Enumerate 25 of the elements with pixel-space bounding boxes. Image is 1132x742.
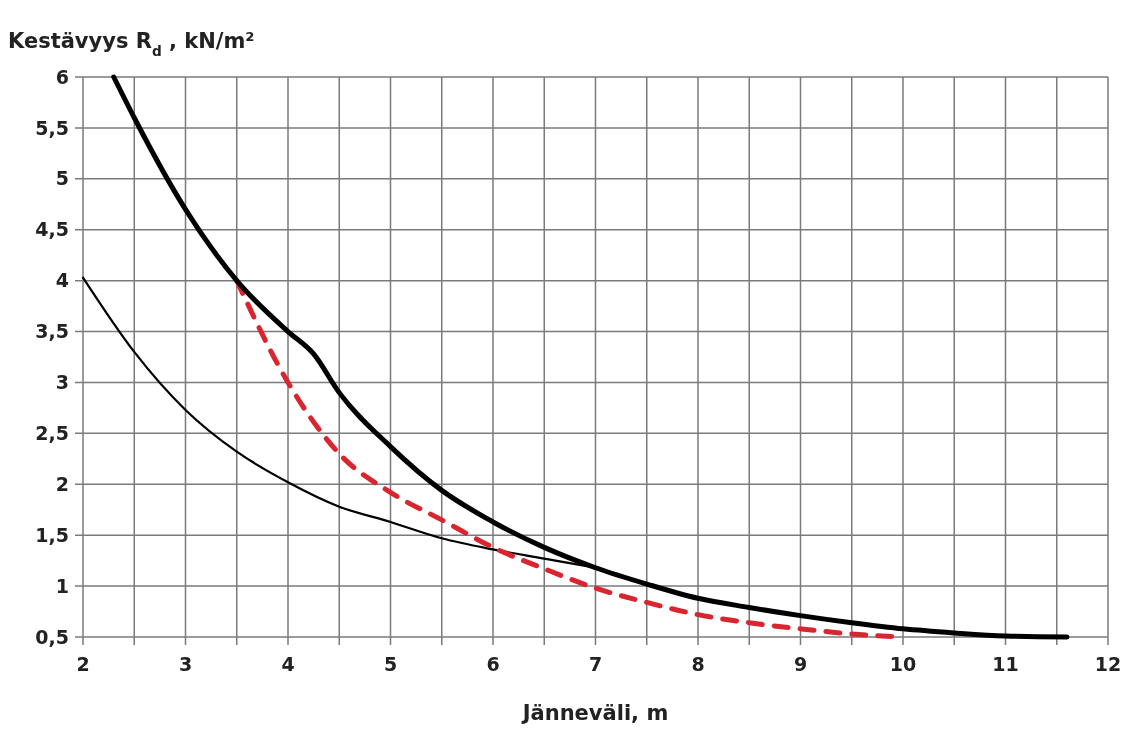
y-tick-label: 5 bbox=[55, 167, 69, 190]
x-tick-label: 3 bbox=[178, 653, 193, 675]
y-tick-label: 0,5 bbox=[35, 625, 69, 648]
x-tick-label: 11 bbox=[992, 653, 1019, 675]
x-axis-title: Jänneväli, m bbox=[520, 701, 669, 725]
x-tick-label: 4 bbox=[281, 653, 295, 675]
y-tick-label: 2 bbox=[55, 472, 69, 495]
y-tick-label: 4 bbox=[55, 269, 69, 292]
x-tick-label: 10 bbox=[889, 653, 917, 675]
x-tick-label: 8 bbox=[691, 653, 705, 675]
y-tick-label: 6 bbox=[55, 65, 69, 88]
y-tick-label: 1 bbox=[55, 574, 69, 597]
y-tick-label: 3,5 bbox=[35, 320, 69, 343]
y-tick-label: 2,5 bbox=[35, 422, 69, 445]
y-tick-label: 4,5 bbox=[35, 218, 69, 241]
y-tick-label: 5,5 bbox=[35, 116, 69, 139]
x-tick-label: 12 bbox=[1094, 653, 1122, 675]
y-tick-label: 3 bbox=[55, 371, 69, 394]
y-axis-title: Kestävyys R$_{d}$ , kN/m² bbox=[8, 29, 255, 59]
y-tick-label: 1,5 bbox=[35, 523, 69, 546]
x-tick-label: 2 bbox=[76, 653, 90, 675]
x-tick-label: 6 bbox=[486, 653, 500, 675]
x-tick-label: 7 bbox=[588, 653, 603, 675]
x-tick-label: 9 bbox=[793, 653, 808, 675]
x-tick-label: 5 bbox=[383, 653, 398, 675]
